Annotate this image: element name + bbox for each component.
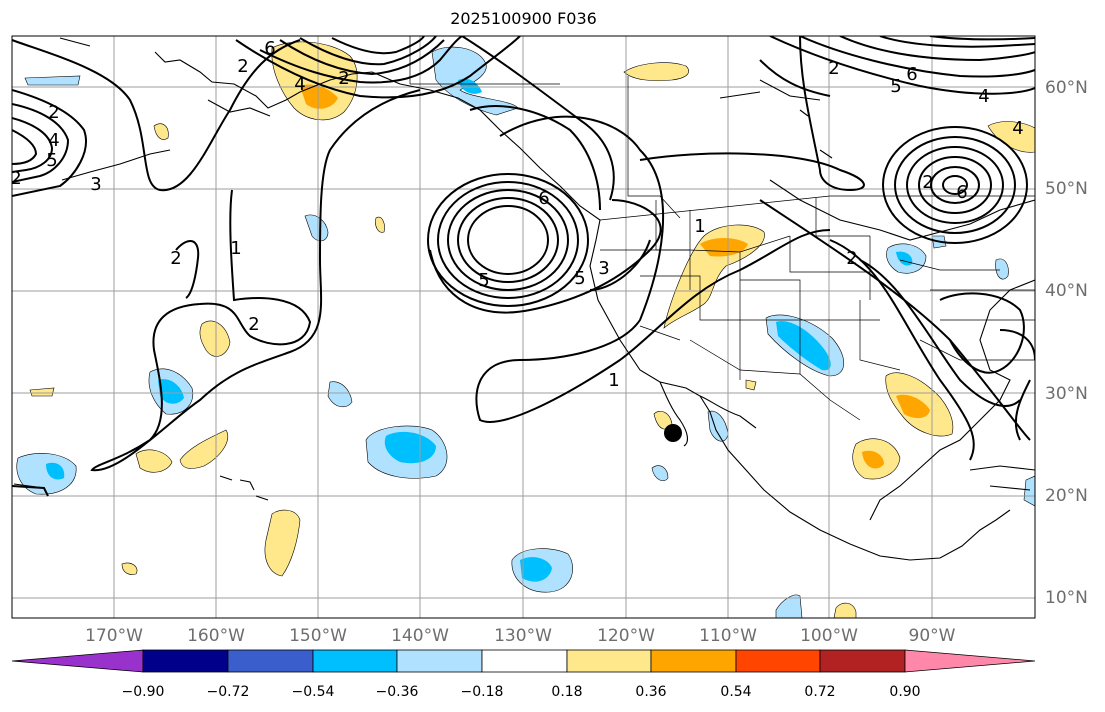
contour-label: 5 [574, 268, 585, 289]
contour-label: 2 [846, 248, 857, 269]
colorbar-segment [142, 649, 229, 673]
latitude-label: 10°N [1045, 588, 1088, 608]
colorbar-segment [566, 649, 652, 673]
colorbar-tick-label: 0.72 [804, 684, 836, 700]
contour-label: 6 [906, 64, 917, 85]
colorbar-tick-label: 0.90 [889, 684, 921, 700]
longitude-label: 170°W [85, 626, 143, 646]
colorbar [11, 649, 1036, 673]
contour-label: 5 [478, 270, 489, 291]
longitude-label: 160°W [187, 626, 245, 646]
contour-label: 3 [90, 174, 101, 195]
colorbar-tick-label: 0.36 [635, 684, 667, 700]
contour-label: 5 [890, 76, 901, 97]
contour-label: 2 [922, 172, 933, 193]
colorbar-tick-label: −0.90 [121, 684, 165, 700]
contour-label: 1 [230, 238, 241, 259]
contour-label: 3 [598, 258, 609, 279]
longitude-label: 120°W [597, 626, 655, 646]
contour-label: 1 [608, 370, 619, 391]
longitude-label: 100°W [800, 626, 858, 646]
contour-label: 2 [170, 248, 181, 269]
colorbar-segment [650, 649, 737, 673]
contour-label: 6 [538, 188, 549, 209]
colorbar-tick-label: 0.54 [720, 684, 752, 700]
contour-label-group: 6 2 4 2 4 5 3 2 1 2 6 5 3 5 1 2 6 4 6 2 … [10, 38, 1024, 391]
latitude-label: 30°N [1045, 384, 1088, 404]
colorbar-segment [735, 649, 821, 673]
latitude-label: 60°N [1045, 78, 1088, 98]
contour-label: 6 [264, 38, 275, 59]
latitude-label: 40°N [1045, 281, 1088, 301]
contour-label: 6 [956, 182, 967, 203]
location-marker [664, 424, 682, 442]
contour-label: 4 [294, 74, 305, 95]
colorbar-segment [481, 649, 568, 673]
graticule-grid [12, 36, 1035, 618]
colorbar-segment [819, 649, 906, 673]
contour-label: 2 [10, 168, 21, 189]
colorbar-tick-label: −0.18 [460, 684, 504, 700]
colorbar-tick-label: −0.72 [206, 684, 250, 700]
longitude-label: 140°W [391, 626, 449, 646]
contour-label: 5 [46, 150, 57, 171]
colorbar-tick-label: 0.18 [551, 684, 583, 700]
contour-label: 2 [48, 102, 59, 123]
longitude-label: 90°W [908, 626, 956, 646]
colorbar-segment [227, 649, 314, 673]
colorbar-tick-label: −0.36 [375, 684, 419, 700]
contour-label: 2 [338, 68, 349, 89]
contour-label: 2 [248, 314, 259, 335]
map-title: 2025100900 F036 [450, 9, 597, 28]
colorbar-segment [312, 649, 398, 673]
colorbar-segment [396, 649, 483, 673]
contour-lines [12, 36, 1035, 497]
contour-label: 2 [237, 56, 248, 77]
colorbar-min-extension [11, 649, 144, 673]
colorbar-max-extension [904, 649, 1036, 673]
contour-label: 1 [694, 216, 705, 237]
map-frame [11, 35, 1036, 619]
contour-label: 4 [978, 86, 989, 107]
longitude-label: 110°W [699, 626, 757, 646]
colorbar-tick-label: −0.54 [291, 684, 335, 700]
latitude-label: 20°N [1045, 486, 1088, 506]
contour-label: 2 [828, 58, 839, 79]
contour-label: 4 [48, 130, 59, 151]
coastlines [13, 37, 1035, 561]
longitude-label: 130°W [494, 626, 552, 646]
longitude-label: 150°W [289, 626, 347, 646]
latitude-label: 50°N [1045, 179, 1088, 199]
strong-negative-anomaly-shading [46, 78, 913, 582]
contour-label: 4 [1012, 118, 1023, 139]
